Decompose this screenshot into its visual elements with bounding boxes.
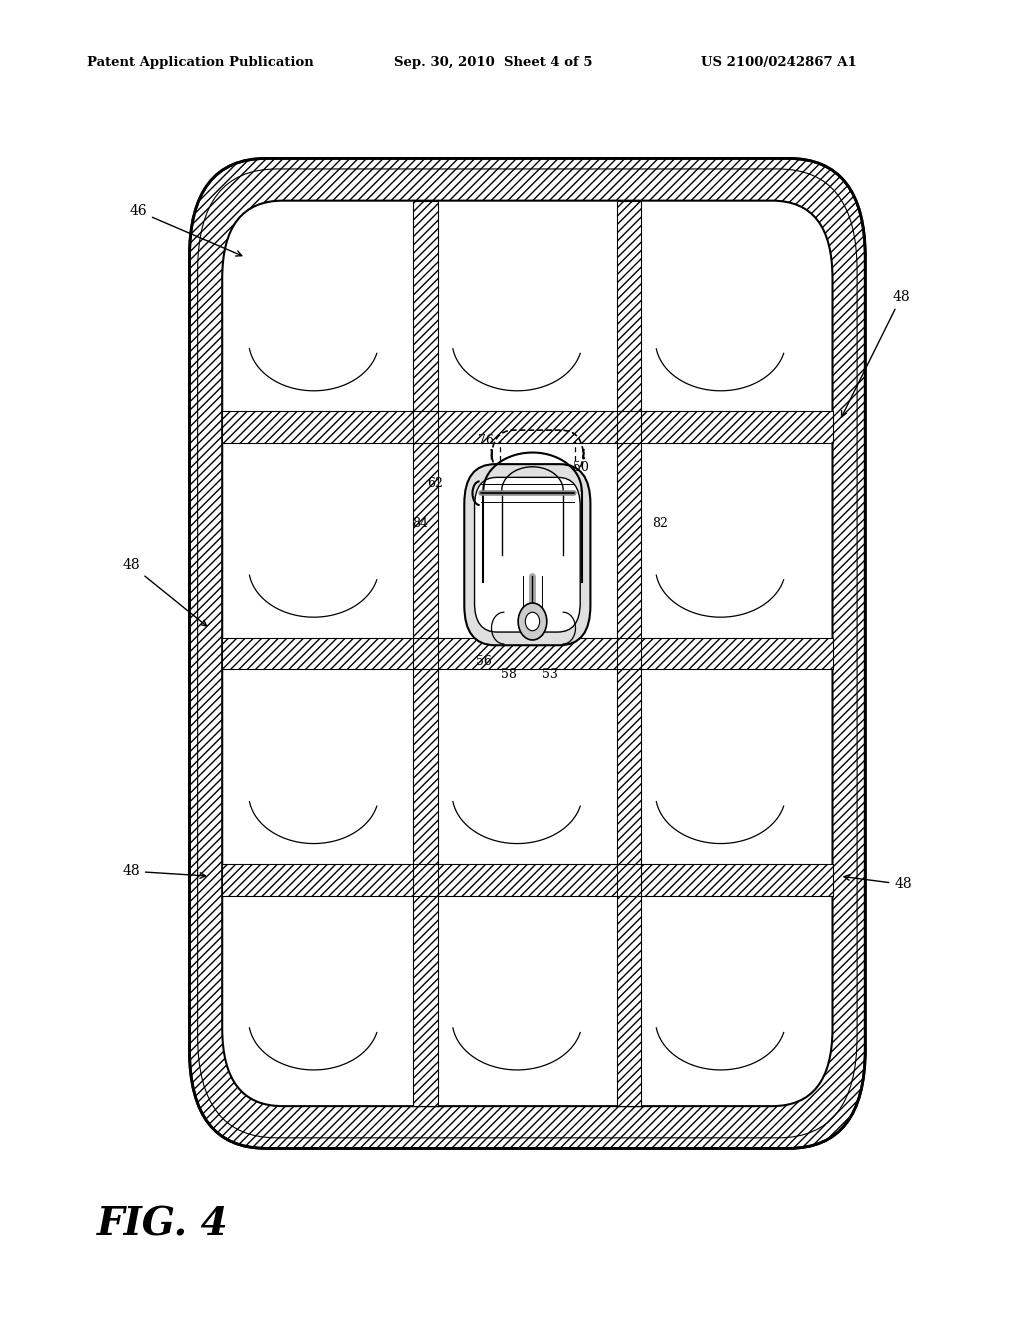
FancyBboxPatch shape: [464, 465, 591, 645]
Bar: [222, 865, 833, 895]
Text: 58: 58: [501, 668, 517, 681]
Text: 48: 48: [122, 865, 206, 878]
Text: 53: 53: [542, 668, 558, 681]
Text: 50: 50: [572, 461, 589, 474]
Circle shape: [525, 612, 540, 631]
Text: Sep. 30, 2010  Sheet 4 of 5: Sep. 30, 2010 Sheet 4 of 5: [394, 55, 593, 69]
Text: 48: 48: [844, 875, 912, 891]
Bar: [222, 865, 833, 895]
FancyBboxPatch shape: [189, 158, 865, 1148]
Bar: [414, 201, 438, 1106]
Bar: [222, 412, 833, 444]
Text: FIG. 4: FIG. 4: [97, 1206, 229, 1243]
Text: 62: 62: [427, 478, 443, 491]
Text: Patent Application Publication: Patent Application Publication: [87, 55, 313, 69]
Bar: [616, 201, 641, 1106]
Text: 48: 48: [122, 558, 207, 626]
Bar: [414, 201, 438, 1106]
FancyBboxPatch shape: [474, 478, 581, 632]
Text: 48: 48: [842, 290, 910, 417]
Text: 56: 56: [476, 655, 493, 668]
Text: 76: 76: [478, 434, 495, 447]
Text: 46: 46: [129, 205, 242, 256]
Bar: [222, 638, 833, 669]
Bar: [616, 201, 641, 1106]
Bar: [222, 638, 833, 669]
Text: US 2100/0242867 A1: US 2100/0242867 A1: [701, 55, 857, 69]
Text: 84: 84: [412, 517, 428, 531]
FancyBboxPatch shape: [222, 201, 833, 1106]
Text: 82: 82: [652, 517, 669, 531]
Bar: [222, 412, 833, 444]
Circle shape: [518, 603, 547, 640]
